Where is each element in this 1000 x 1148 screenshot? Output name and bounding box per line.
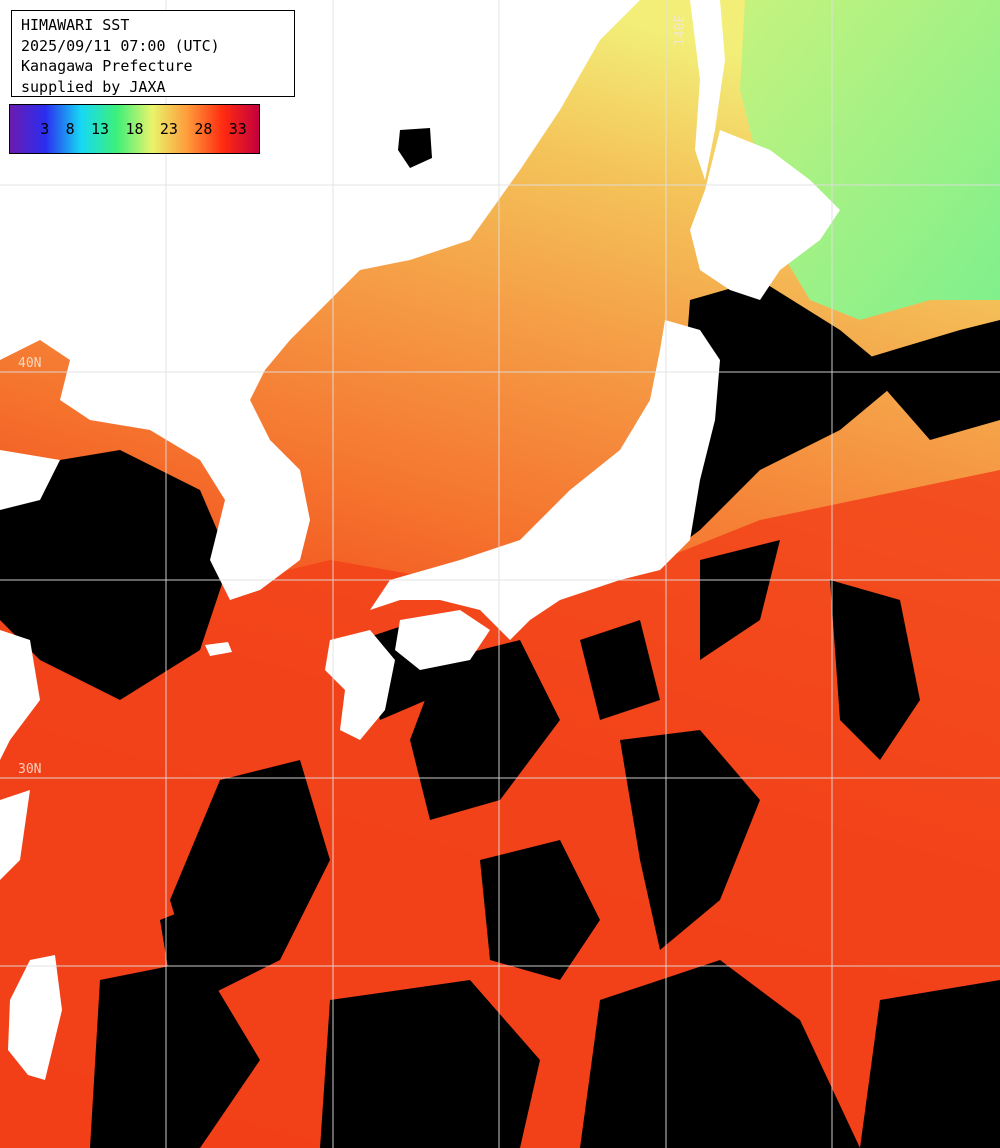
legend-tick: 13 [91, 120, 110, 138]
taiwan [8, 955, 62, 1080]
jeju-island [205, 642, 232, 656]
legend-tick: 18 [125, 120, 144, 138]
hokkaido [690, 130, 840, 300]
region-name: Kanagawa Prefecture [21, 57, 193, 75]
honshu [370, 320, 720, 640]
legend-tick: 28 [194, 120, 213, 138]
legend-tick: 3 [40, 120, 50, 138]
cloud-masks [0, 280, 1000, 1148]
warm-sea-band [0, 470, 1000, 1148]
sakhalin [690, 0, 725, 180]
color-scale-legend: 3 8 13 18 23 28 33 [9, 104, 260, 154]
lon-label-140e: 140E [673, 15, 688, 46]
shikoku [395, 610, 490, 670]
legend-tick: 33 [228, 120, 247, 138]
lat-label-40n: 40N [18, 356, 41, 371]
lat-label-30n: 30N [18, 762, 41, 777]
legend-tick: 23 [159, 120, 178, 138]
data-credit: supplied by JAXA [21, 77, 166, 96]
map-title: HIMAWARI SST [21, 16, 130, 34]
info-box: HIMAWARI SST 2025/09/11 07:00 (UTC) Kana… [11, 10, 295, 97]
kyushu [325, 630, 395, 740]
legend-tick: 8 [65, 120, 75, 138]
observation-datetime: 2025/09/11 07:00 (UTC) [21, 36, 220, 55]
